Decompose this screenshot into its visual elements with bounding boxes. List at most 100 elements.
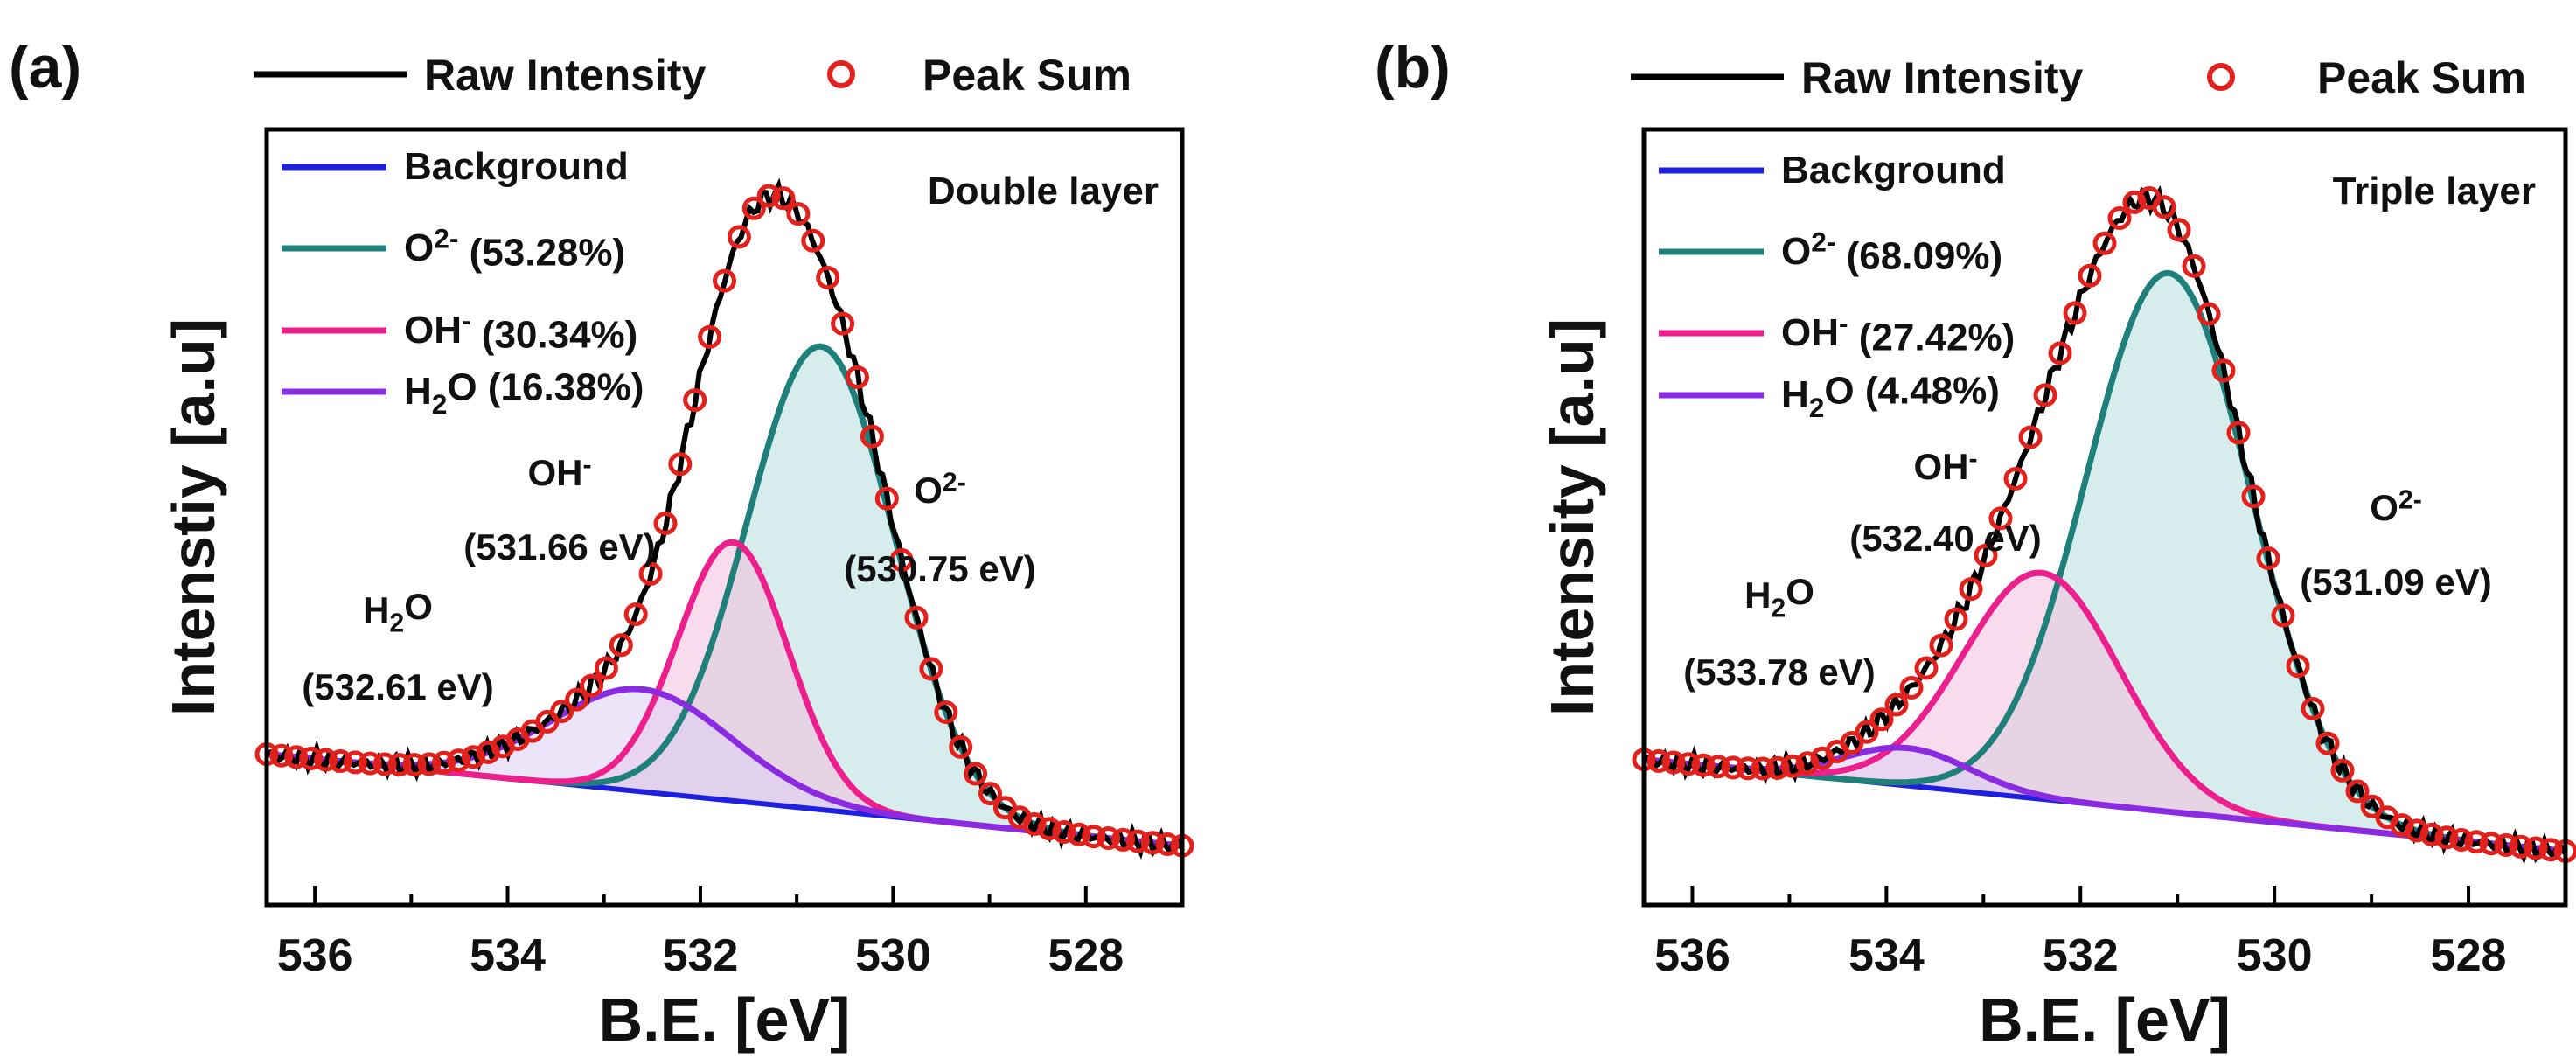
peak-sum-point — [2003, 467, 2028, 491]
peak-sum-point — [2122, 190, 2147, 214]
peak-sum-point — [934, 700, 958, 724]
peak-sum-point — [387, 753, 412, 777]
panel-label: (b) — [1375, 34, 1451, 101]
peak-sum-point — [2345, 779, 2370, 804]
panel-title: Triple layer — [2333, 170, 2536, 212]
x-tick-label: 530 — [855, 930, 931, 981]
peak-sum-point — [565, 687, 589, 712]
annotation-h2o-name: H2O — [363, 586, 433, 638]
panel-title: Double layer — [928, 170, 1159, 212]
peak-sum-point — [2330, 758, 2355, 783]
peak-sum-point — [1111, 827, 1135, 852]
peak-sum-point — [846, 365, 869, 389]
peak-sum-point — [1795, 751, 1820, 776]
peak-sum-point — [1140, 831, 1165, 855]
peak-sum-point — [1914, 656, 1939, 680]
legend-oh-label: OH- (30.34%) — [404, 305, 637, 357]
peak-sum-point — [1988, 506, 2013, 531]
peak-sum-point — [1022, 812, 1047, 836]
x-tick-label: 530 — [2237, 930, 2313, 981]
legend-h2o-label: H2O (4.48%) — [1781, 370, 2000, 423]
peak-sum-point — [1661, 750, 1686, 775]
peak-sum-point — [1721, 755, 1745, 780]
peak-sum-point — [1706, 755, 1730, 779]
peak-sum-point — [2018, 425, 2043, 449]
peak-sum-point — [2182, 254, 2206, 278]
peak-sum-point — [461, 745, 485, 769]
peak-sum-point — [860, 424, 884, 449]
peak-sum-point — [1959, 577, 1983, 602]
peak-sum-point — [949, 734, 973, 759]
peak-sum-point — [609, 633, 633, 658]
peak-sum-point — [1899, 676, 1924, 700]
peak-sum-point — [432, 750, 456, 775]
peak-sum-point — [1840, 731, 1864, 755]
peak-sum-point — [756, 184, 781, 208]
peak-sum-point — [2211, 358, 2236, 383]
annotation-h2o-energy: (533.78 eV) — [1683, 651, 1875, 693]
peak-sum-point — [2301, 697, 2325, 720]
peak-sum-point — [1929, 633, 1953, 658]
x-tick-label: 528 — [1048, 930, 1124, 981]
x-tick-label: 536 — [1654, 930, 1730, 981]
peak-sum-point — [2360, 794, 2385, 818]
peak-sum-point — [580, 673, 603, 698]
peak-sum-point — [314, 748, 338, 772]
annotation-o2-energy: (530.75 eV) — [844, 548, 1035, 589]
peak-sum-point — [1676, 752, 1701, 776]
peak-sum-point — [1736, 756, 1760, 781]
legend-peaksum-label: Peak Sum — [2317, 53, 2526, 102]
peak-sum-point — [358, 751, 382, 776]
peak-sum-point — [638, 561, 663, 586]
x-axis-title: B.E. [eV] — [599, 985, 851, 1054]
peak-sum-point — [1067, 822, 1091, 846]
peak-sum-point — [2479, 832, 2503, 856]
peak-sum-point — [269, 743, 294, 768]
peak-sum-point — [343, 750, 367, 775]
peak-sum-point — [1944, 607, 1968, 631]
peak-sum-point — [2434, 825, 2459, 850]
legend-raw-label: Raw Intensity — [1801, 53, 2083, 102]
peak-sum-point — [1691, 753, 1716, 777]
peak-sum-point — [727, 225, 751, 249]
peak-sum-point — [2092, 231, 2117, 255]
peak-sum-point — [1855, 720, 1879, 744]
peak-area-h2o — [1644, 748, 2566, 852]
peak-sum-point — [2107, 206, 2132, 230]
panel-label: (a) — [9, 34, 81, 101]
peak-sum-point — [2449, 828, 2474, 852]
legend-oh-label: OH- (27.42%) — [1781, 308, 2015, 359]
annotation-oh-energy: (531.66 eV) — [463, 526, 655, 567]
peak-sum-point — [1974, 543, 1998, 567]
peak-area-h2o — [267, 688, 1182, 846]
peak-sum-point — [2152, 195, 2176, 219]
peak-sum-point — [831, 311, 855, 336]
peak-sum-point — [1751, 756, 1775, 781]
panel-b: 536 534 532 530 528 B.E. [eV] Intensity [a.u] (… — [1375, 34, 2576, 1054]
peak-sum-point — [1052, 820, 1076, 844]
peak-sum-point — [550, 700, 574, 723]
peak-sum-point — [2509, 834, 2533, 859]
legend-background-label: Background — [1781, 149, 2006, 191]
peak-sum-point — [1780, 754, 1805, 778]
peak-sum-point — [2048, 341, 2072, 365]
legend-o2-label: O2- (68.09%) — [1781, 226, 2002, 278]
peak-sum-point — [2197, 302, 2221, 326]
peak-sum-point — [372, 752, 397, 776]
plot-frame — [264, 127, 1185, 908]
legend-h2o-label: H2O (16.38%) — [404, 366, 644, 420]
peak-sum-point — [786, 202, 811, 226]
annotation-h2o-name: H2O — [1744, 571, 1814, 623]
peak-sum-point — [2241, 484, 2266, 509]
peak-sum-point — [2256, 546, 2280, 570]
x-tick-label: 534 — [1848, 930, 1925, 981]
peak-sum-point — [713, 268, 736, 293]
peak-sum-point — [447, 748, 470, 773]
peak-sum-point — [2405, 818, 2429, 843]
peak-sum-point — [328, 749, 352, 773]
peak-sum-point — [801, 228, 825, 253]
x-tick-label: 532 — [2043, 930, 2119, 981]
peak-sum-point — [771, 186, 796, 211]
annotation-h2o-energy: (532.61 eV) — [302, 666, 493, 707]
peak-sum-point — [2494, 833, 2518, 857]
